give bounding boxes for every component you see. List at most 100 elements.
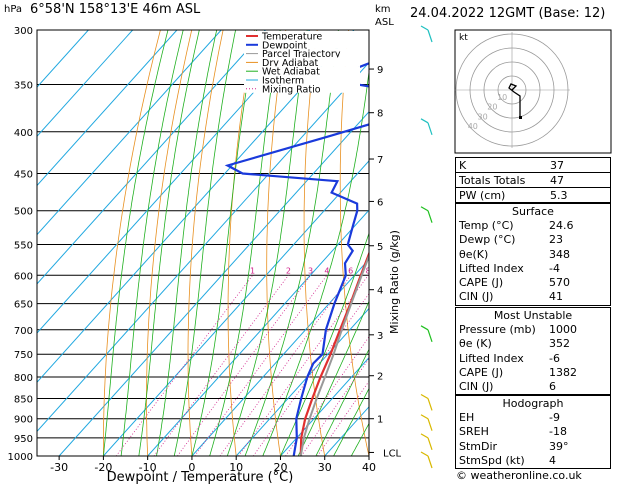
isotherm-line bbox=[37, 61, 369, 433]
legend-bg bbox=[244, 83, 360, 93]
surface-value: 348 bbox=[549, 247, 570, 261]
mixing-ratio-label: 4 bbox=[324, 266, 329, 275]
pressure-tick-label: 300 bbox=[14, 26, 33, 37]
surface-row: θe(K) 348 bbox=[456, 248, 610, 262]
pressure-axis-unit: hPa bbox=[4, 4, 23, 15]
mixing-ratio-line bbox=[219, 275, 352, 456]
mixing-ratio-line bbox=[153, 275, 289, 456]
pressure-tick-label: 600 bbox=[14, 271, 33, 282]
pressure-tick-label: 550 bbox=[14, 240, 33, 251]
index-value: 5.3 bbox=[550, 187, 611, 203]
mixing-ratio-label: 8 bbox=[366, 266, 371, 275]
series-parcel-trajectory bbox=[299, 253, 369, 456]
hodograph-ring-label: 10 bbox=[497, 93, 507, 102]
wind-barb bbox=[427, 122, 433, 136]
temperature-tick-label: 0 bbox=[188, 461, 195, 474]
hodograph-title: Hodograph bbox=[502, 397, 564, 410]
wet-adiabat bbox=[191, 30, 257, 456]
index-label: K bbox=[455, 157, 550, 173]
hodograph-stat-value: -18 bbox=[549, 425, 567, 439]
mixing-ratio-line bbox=[301, 357, 369, 456]
height-axis-asl: ASL bbox=[375, 17, 394, 28]
plot-frame bbox=[36, 29, 370, 457]
surface-label: θe(K) bbox=[459, 247, 489, 261]
surface-row: Dewp (°C) 23 bbox=[456, 233, 610, 247]
pressure-tick-label: 850 bbox=[14, 394, 33, 405]
km-tick-label: 4 bbox=[377, 286, 383, 297]
wet-adiabat bbox=[262, 68, 369, 456]
index-row: Totals Totals 47 bbox=[455, 172, 611, 188]
legend-entry: Dry Adiabat bbox=[262, 58, 319, 69]
pressure-tick-label: 350 bbox=[14, 81, 33, 92]
km-tick-label: 5 bbox=[377, 242, 383, 253]
surface-value: 23 bbox=[549, 233, 563, 247]
temperature-tick-label: 20 bbox=[273, 461, 287, 474]
dry-adiabat bbox=[187, 30, 224, 456]
height-axis-unit: km bbox=[375, 4, 391, 15]
hodograph-stat-label: SREH bbox=[459, 425, 489, 439]
legend-entry: Temperature bbox=[261, 32, 322, 43]
surface-row: CIN (J) 41 bbox=[456, 290, 610, 304]
isotherm-line bbox=[58, 110, 369, 456]
hodograph-stat-row: StmDir 39° bbox=[456, 440, 610, 454]
hodograph-unit: kt bbox=[459, 33, 468, 43]
hodograph-ring-label: 40 bbox=[468, 122, 478, 131]
mixing-ratio-label: 10 bbox=[377, 266, 387, 275]
most-unstable-label: Pressure (mb) bbox=[459, 323, 536, 336]
wind-barb bbox=[427, 29, 433, 43]
hodograph-stat-row: EH -9 bbox=[456, 411, 610, 425]
most-unstable-value: 1000 bbox=[549, 323, 577, 336]
legend-entry: Dewpoint bbox=[262, 40, 307, 51]
mixing-ratio-line bbox=[252, 292, 369, 456]
most-unstable-row: CIN (J) 6 bbox=[456, 380, 610, 394]
dry-adiabat bbox=[103, 30, 161, 456]
mixing-ratio-label: 25 bbox=[437, 266, 447, 275]
surface-label: Temp (°C) bbox=[459, 219, 514, 232]
hodograph-ring-label: 30 bbox=[478, 112, 488, 121]
hodograph-stat-label: StmDir bbox=[459, 439, 498, 453]
most-unstable-value: 352 bbox=[549, 337, 570, 351]
pressure-tick-label: 400 bbox=[14, 128, 33, 139]
wet-adiabat bbox=[244, 30, 339, 456]
mixing-ratio-line bbox=[285, 336, 369, 456]
legend-bg bbox=[244, 75, 360, 84]
mixing-ratio-label: 3 bbox=[308, 266, 313, 275]
wind-barb-flag bbox=[420, 206, 429, 212]
mixing-ratio-line bbox=[194, 275, 328, 456]
wet-adiabat bbox=[297, 300, 369, 456]
isotherm-line bbox=[37, 30, 178, 187]
mixing-ratio-label: 1 bbox=[250, 266, 255, 275]
mixing-ratio-label: 16 bbox=[407, 266, 417, 275]
km-tick-label: 6 bbox=[377, 197, 383, 208]
wind-barbs bbox=[420, 25, 433, 469]
isotherm-line bbox=[191, 258, 369, 456]
most-unstable-row: CAPE (J) 1382 bbox=[456, 366, 610, 380]
wind-barb bbox=[427, 418, 433, 431]
dry-adiabat bbox=[339, 30, 369, 456]
surface-label: CAPE (J) bbox=[459, 276, 504, 290]
dry-adiabat bbox=[227, 30, 255, 456]
most-unstable-value: 1382 bbox=[549, 365, 577, 379]
surface-row: Lifted Index -4 bbox=[456, 262, 610, 276]
mixing-ratio-label: 6 bbox=[348, 266, 353, 275]
km-tick-label: 8 bbox=[377, 109, 383, 120]
mixing-ratio-label: 20 bbox=[422, 266, 432, 275]
most-unstable-label: CIN (J) bbox=[459, 380, 494, 394]
most-unstable-row: Lifted Index -6 bbox=[456, 352, 610, 366]
km-tick-label: LCL bbox=[383, 448, 402, 459]
legend-bg bbox=[244, 66, 360, 76]
most-unstable-label: Lifted Index bbox=[459, 351, 524, 365]
index-value: 47 bbox=[550, 172, 611, 188]
x-axis-label: Dewpoint / Temperature (°C) bbox=[107, 470, 294, 485]
km-tick-label: 2 bbox=[377, 372, 383, 383]
wind-barb bbox=[427, 398, 433, 411]
hodograph-stat-label: EH bbox=[459, 411, 475, 424]
hodograph-stat-label: StmSpd (kt) bbox=[459, 453, 525, 467]
mixing-ratio-label: 2 bbox=[286, 266, 291, 275]
isotherm-line bbox=[37, 30, 222, 236]
datetime-title: 24.04.2022 12GMT (Base: 12) bbox=[410, 6, 606, 21]
mixing-ratio-line bbox=[317, 380, 369, 456]
index-label: PW (cm) bbox=[455, 187, 550, 203]
